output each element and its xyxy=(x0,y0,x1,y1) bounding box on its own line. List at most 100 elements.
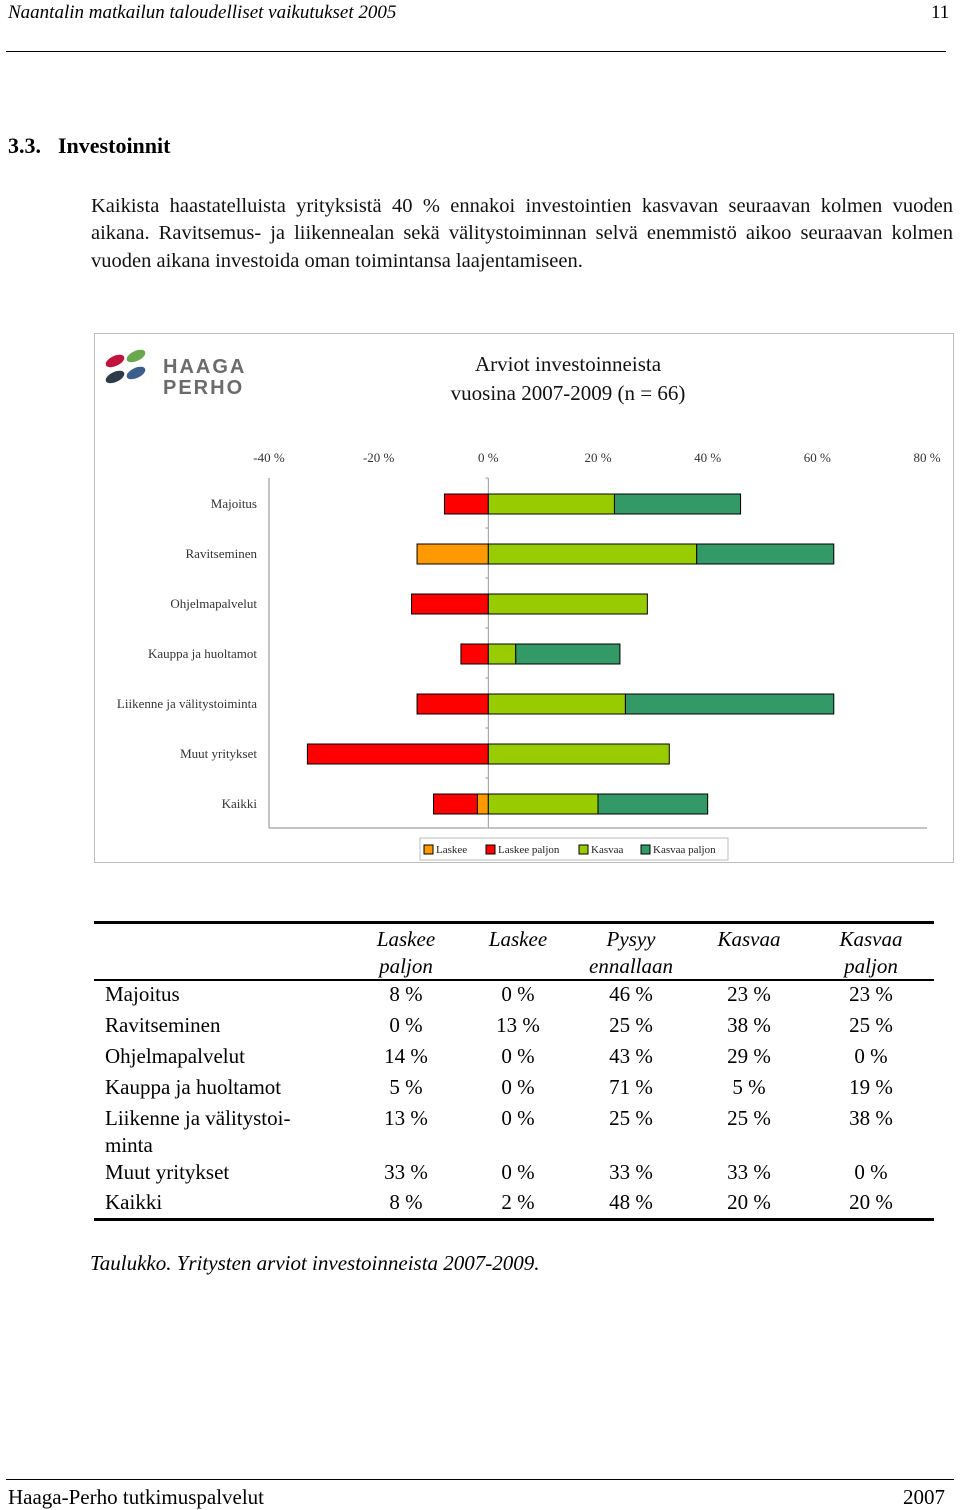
section-title: Investoinnit xyxy=(58,133,171,158)
bar-kasvaa xyxy=(487,643,517,665)
x-tick-label: -20 % xyxy=(363,450,395,465)
table-cell: 29 % xyxy=(727,1044,771,1068)
table-cell: 43 % xyxy=(609,1044,653,1068)
table-header-line: Pysyy xyxy=(606,927,656,951)
legend-label: Kasvaa xyxy=(591,844,623,856)
bar-kasvaa-paljon xyxy=(696,543,835,565)
bar-kasvaa xyxy=(487,743,670,765)
table-row-label-text: Majoitus xyxy=(105,982,180,1006)
table-cell: 5 % xyxy=(389,1075,423,1099)
table-cell: 0 % xyxy=(501,1044,535,1068)
footer-rule xyxy=(6,1479,954,1480)
table-cell: 5 % xyxy=(732,1075,766,1099)
body-paragraph: Kaikista haastatelluista yrityksistä 40 … xyxy=(91,195,953,272)
table-header-line: paljon xyxy=(844,954,898,978)
bar-kasvaa xyxy=(487,793,599,815)
table-cell: 33 % xyxy=(609,1160,653,1184)
table-cell: 0 % xyxy=(501,1075,535,1099)
y-category-label: Liikenne ja välitystoiminta xyxy=(117,696,257,711)
table-row-label-text: Ravitseminen xyxy=(105,1013,221,1037)
x-tick-label: -40 % xyxy=(253,450,285,465)
section-heading: 3.3. Investoinnit xyxy=(8,132,170,160)
table-row-label: Majoitus xyxy=(105,981,345,1008)
logo-mark-blue xyxy=(126,366,146,380)
chart-title-line2: vuosina 2007-2009 (n = 66) xyxy=(450,381,686,405)
y-category-label: Kaikki xyxy=(222,796,258,811)
y-category-label: Kauppa ja huoltamot xyxy=(148,646,257,661)
header-rule xyxy=(6,51,946,52)
table-cell: 38 % xyxy=(849,1106,893,1130)
table-cell: 23 % xyxy=(849,982,893,1006)
table-header-pysyy-ennallaan: Pysyy ennallaan xyxy=(570,926,692,980)
chart-title: Arviot investoinneista vuosina 2007-2009… xyxy=(380,350,756,408)
chart-legend xyxy=(419,837,729,861)
bar-laskee xyxy=(416,543,489,565)
table-header-line: Laskee xyxy=(488,927,548,951)
table-cell: 19 % xyxy=(849,1075,893,1099)
table-caption: Taulukko. Yritysten arviot investoinneis… xyxy=(90,1251,540,1275)
legend-label: Kasvaa paljon xyxy=(653,844,716,856)
y-category-label: Ravitseminen xyxy=(186,546,258,561)
table-header-laskee: Laskee xyxy=(465,926,571,953)
table-row-label-text: Kauppa ja huoltamot xyxy=(105,1075,282,1099)
bar-kasvaa xyxy=(487,493,615,515)
table-header-line: Kasvaa xyxy=(839,927,903,951)
table-row-label: Ravitseminen xyxy=(105,1012,345,1039)
chart-title-line1: Arviot investoinneista xyxy=(474,352,662,376)
table-cell: 0 % xyxy=(501,982,535,1006)
table-cell: 2 % xyxy=(501,1190,535,1214)
logo-mark-red xyxy=(105,354,125,368)
x-tick-label: 40 % xyxy=(694,450,721,465)
bar-kasvaa xyxy=(487,593,648,615)
bar-laskee-paljon xyxy=(460,643,489,665)
legend-swatch xyxy=(640,844,651,855)
table-cell: 0 % xyxy=(854,1044,888,1068)
x-tick-label: 80 % xyxy=(913,450,940,465)
table-cell: 0 % xyxy=(501,1106,535,1130)
table-top-rule xyxy=(94,921,934,924)
bar-chart: -40 % -20 % 0 % 20 % 40 % 60 % 80 % Majoitus Rav… xyxy=(117,450,941,861)
table-cell: 14 % xyxy=(384,1044,428,1068)
y-category-label: Muut yritykset xyxy=(180,746,257,761)
table-cell: 8 % xyxy=(389,982,423,1006)
table-cell: 0 % xyxy=(501,1160,535,1184)
table-header-laskee-paljon: Laskee paljon xyxy=(353,926,459,980)
table-row-label: Kaikki xyxy=(105,1189,345,1216)
table-cell: 13 % xyxy=(384,1106,428,1130)
bar-laskee-paljon xyxy=(433,793,478,815)
bar-laskee-paljon xyxy=(416,693,489,715)
table-row-label-text: Ohjelmapalvelut xyxy=(105,1044,245,1068)
y-category-label: Majoitus xyxy=(211,496,257,511)
legend-label: Laskee xyxy=(436,844,467,856)
bar-kasvaa-paljon xyxy=(613,493,742,515)
legend-label: Laskee paljon xyxy=(498,844,560,856)
header-title: Naantalin matkailun taloudelliset vaikut… xyxy=(8,2,397,23)
table-cell: 25 % xyxy=(849,1013,893,1037)
haaga-perho-logo: HAAGA PERHO xyxy=(105,349,246,399)
x-tick-label: 20 % xyxy=(584,450,611,465)
bar-kasvaa-paljon xyxy=(597,793,709,815)
section-number: 3.3. xyxy=(8,133,41,158)
table-row-label-text: Kaikki xyxy=(105,1190,163,1214)
bar-kasvaa-paljon xyxy=(515,643,621,665)
y-category-label: Ohjelmapalvelut xyxy=(170,596,257,611)
table-cell: 0 % xyxy=(854,1160,888,1184)
bar-laskee xyxy=(476,793,489,815)
table-row-label-text: minta xyxy=(105,1133,153,1157)
table-bottom-rule xyxy=(94,1218,934,1221)
legend-swatch xyxy=(578,844,589,855)
table-row-label: Ohjelmapalvelut xyxy=(105,1043,345,1070)
logo-text-1: HAAGA xyxy=(163,356,246,378)
bar-laskee-paljon xyxy=(306,743,489,765)
table-header-kasvaa-paljon: Kasvaa paljon xyxy=(818,926,924,980)
legend-swatch xyxy=(485,844,496,855)
table-row-label: Kauppa ja huoltamot xyxy=(105,1074,345,1101)
table-header-kasvaa: Kasvaa xyxy=(696,926,802,953)
table-header-line: paljon xyxy=(379,954,433,978)
table-row-label-text: Liikenne ja välitystoi- xyxy=(105,1106,291,1130)
legend-swatch xyxy=(423,844,434,855)
logo-mark-green xyxy=(126,349,146,363)
table-cell: 8 % xyxy=(389,1190,423,1214)
table-cell: 33 % xyxy=(727,1160,771,1184)
table-cell: 48 % xyxy=(609,1190,653,1214)
